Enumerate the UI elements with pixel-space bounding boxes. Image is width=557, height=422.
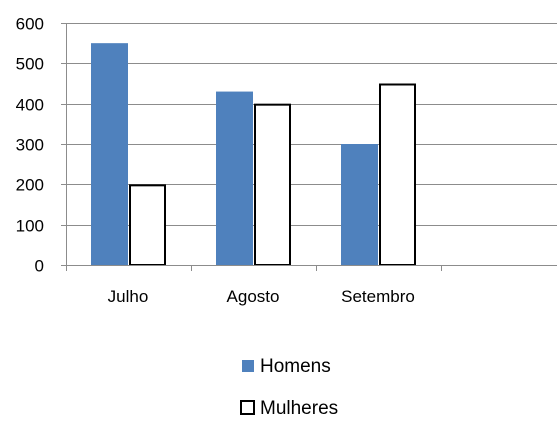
y-tick-label: 100 (16, 217, 44, 236)
x-axis-ticks: Julho Agosto Setembro (66, 265, 442, 306)
legend-label-homens: Homens (260, 356, 331, 377)
y-axis-ticks: 0 100 200 300 400 500 600 (16, 15, 66, 276)
bars (91, 43, 416, 266)
bar-mulheres-agosto (254, 103, 291, 266)
bar-homens-julho (91, 43, 128, 265)
x-tick-label: Setembro (341, 287, 415, 306)
y-tick-label: 500 (16, 55, 44, 74)
legend-label-mulheres: Mulheres (260, 398, 338, 419)
y-tick-label: 400 (16, 96, 44, 115)
x-tick-label: Agosto (227, 287, 280, 306)
legend-swatch-homens (242, 360, 254, 372)
legend: Homens Mulheres (240, 356, 338, 419)
axes (66, 23, 557, 266)
bar-homens-setembro (341, 144, 378, 265)
y-tick-label: 0 (35, 257, 44, 276)
legend-swatch-mulheres (240, 400, 255, 415)
bar-homens-agosto (216, 91, 253, 265)
y-tick-label: 300 (16, 136, 44, 155)
x-tick-label: Julho (108, 287, 149, 306)
y-tick-label: 200 (16, 176, 44, 195)
y-tick-label: 600 (16, 15, 44, 34)
bar-mulheres-setembro (379, 83, 416, 266)
bar-mulheres-julho (129, 184, 166, 266)
